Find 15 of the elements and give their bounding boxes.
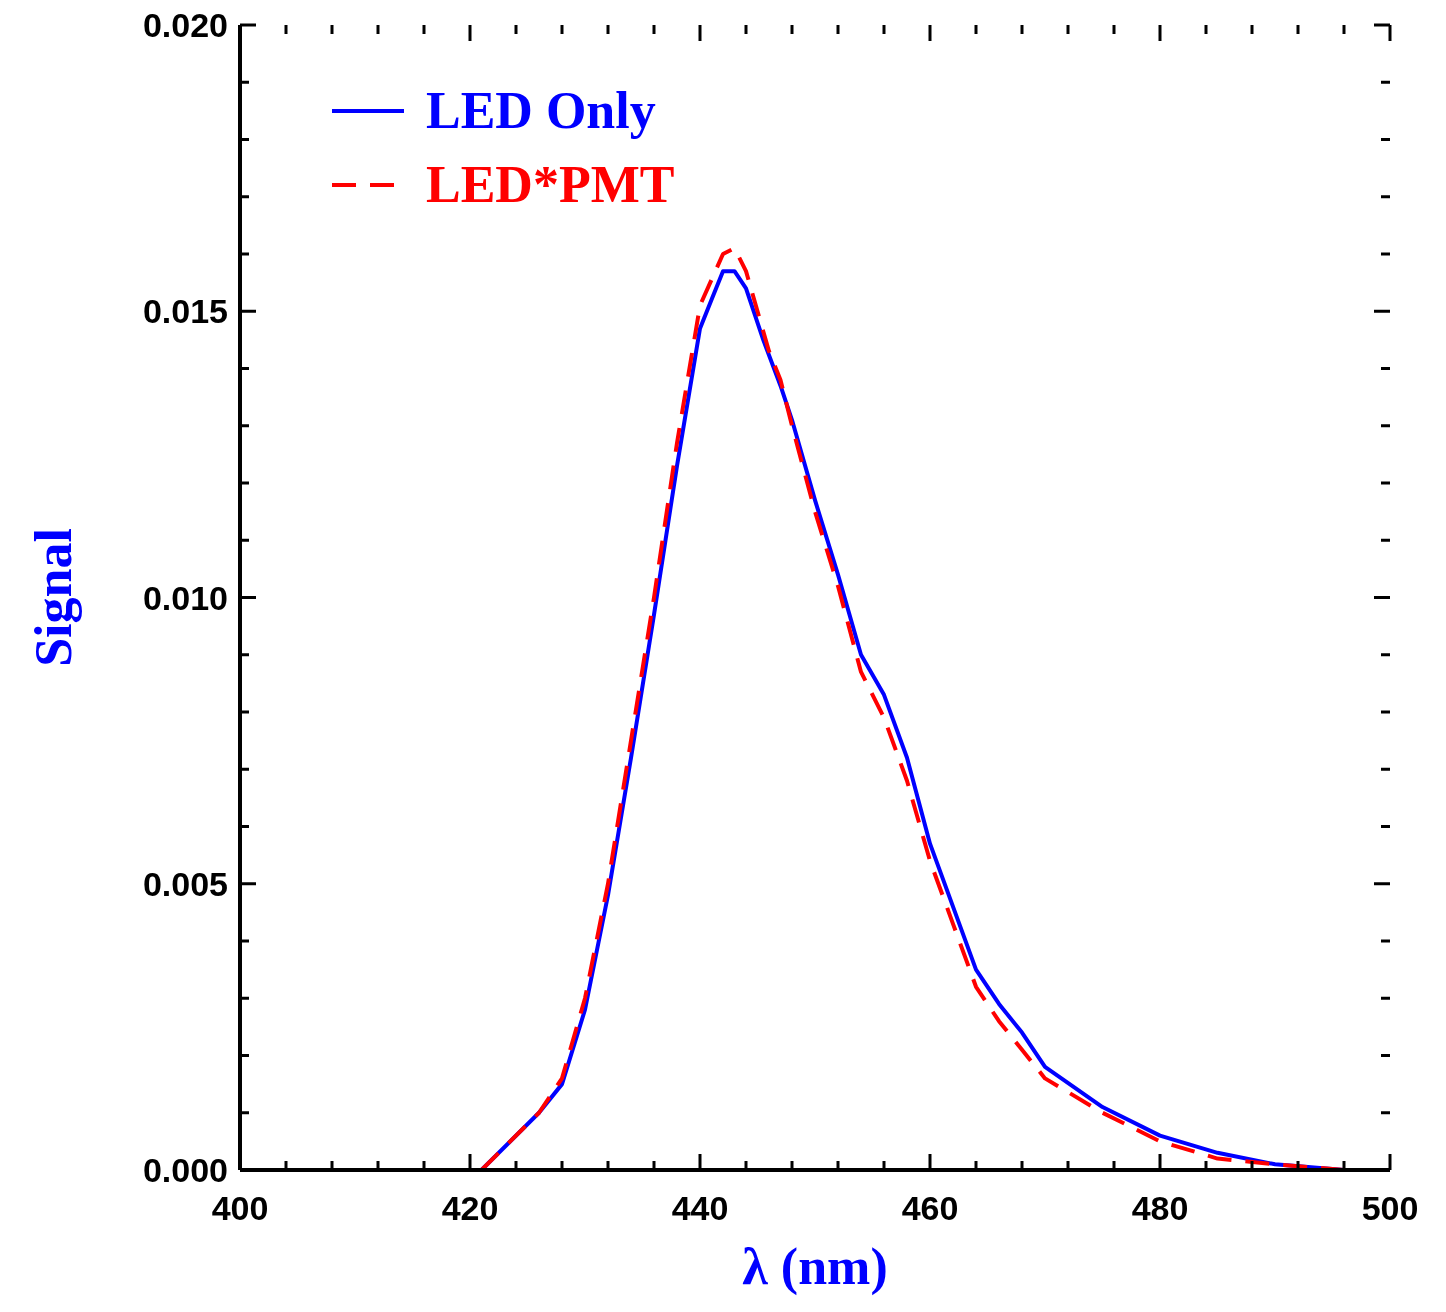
legend-label: LED*PMT — [426, 156, 675, 213]
y-tick-label: 0.005 — [142, 864, 228, 903]
x-tick-label: 460 — [901, 1189, 959, 1227]
y-tick-label: 0.010 — [142, 578, 228, 617]
x-tick-label: 400 — [211, 1189, 269, 1227]
x-tick-label: 500 — [1361, 1189, 1419, 1227]
legend-label: LED Only — [426, 82, 656, 139]
x-axis-title: λ (nm) — [742, 1238, 888, 1296]
x-tick-label: 420 — [441, 1189, 499, 1227]
x-tick-label: 480 — [1131, 1189, 1189, 1227]
y-axis-title: Signal — [25, 528, 83, 667]
y-tick-label: 0.020 — [142, 6, 228, 44]
y-tick-label: 0.015 — [142, 292, 228, 331]
x-tick-label: 440 — [671, 1189, 729, 1227]
y-tick-label: 0.000 — [142, 1151, 228, 1189]
